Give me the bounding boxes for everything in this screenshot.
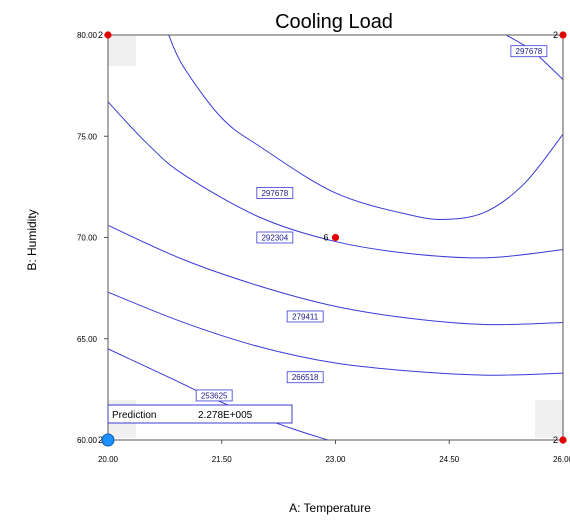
contour-label-box xyxy=(195,389,233,402)
prediction-flag-marker xyxy=(101,433,115,447)
x-tick-label: 23.00 xyxy=(325,455,346,464)
y-tick-label: 70.00 xyxy=(77,234,98,243)
contour-label-box xyxy=(256,187,294,199)
x-ticks: 20.00 21.50 23.00 24.50 26.00 xyxy=(98,440,570,464)
contour-label-box xyxy=(256,231,294,244)
contour-line-266518 xyxy=(107,291,564,376)
contour-label: 292304 xyxy=(261,234,288,243)
y-ticks: 60.00 65.00 70.00 75.00 80.00 xyxy=(77,31,108,445)
y-tick-label: 80.00 xyxy=(77,31,98,40)
contour-label: 297678 xyxy=(261,189,288,198)
contour-lines xyxy=(107,34,564,441)
corner-shade-bottom-right xyxy=(535,400,563,438)
contour-label: 253625 xyxy=(201,391,228,400)
design-point-label: 2 xyxy=(98,30,103,40)
y-tick-label: 60.00 xyxy=(77,436,98,445)
contour-label: 297678 xyxy=(516,47,543,56)
prediction-label: Prediction xyxy=(112,410,156,421)
design-points: 2 2 6 2 2 xyxy=(98,30,567,447)
prediction-value: 2.278E+005 xyxy=(198,410,253,421)
y-tick-label: 75.00 xyxy=(77,132,98,141)
prediction-box-frame xyxy=(107,404,293,424)
contour-labels: 253625 266518 279411 292304 297678 297678 xyxy=(195,45,548,402)
x-tick-label: 21.50 xyxy=(212,455,233,464)
contour-line-297678 xyxy=(505,34,564,80)
contour-line-279411 xyxy=(107,224,564,326)
y-axis-label: B: Humidity xyxy=(25,209,39,270)
x-axis-label: A: Temperature xyxy=(289,501,371,515)
design-point-label: 2 xyxy=(553,30,558,40)
design-point-label: 2 xyxy=(553,435,558,445)
contour-label: 266518 xyxy=(292,373,319,382)
contour-label: 279411 xyxy=(292,312,319,321)
contour-line-297678 xyxy=(168,34,564,221)
chart-title: Cooling Load xyxy=(275,11,393,33)
y-tick-label: 65.00 xyxy=(77,335,98,344)
prediction-box: Prediction 2.278E+005 xyxy=(107,404,293,424)
design-point xyxy=(104,31,112,39)
design-point xyxy=(559,436,567,444)
design-point-label: 6 xyxy=(323,233,328,243)
contour-line-292304 xyxy=(107,101,564,259)
design-point xyxy=(559,31,567,39)
contour-label-box xyxy=(286,310,324,323)
contour-label-box xyxy=(510,45,548,58)
x-tick-label: 24.50 xyxy=(439,455,460,464)
x-tick-label: 26.00 xyxy=(553,455,570,464)
design-point xyxy=(331,233,340,242)
corner-shade-top-left xyxy=(108,36,136,66)
contour-label-box xyxy=(286,371,324,384)
design-point-label: 2 xyxy=(98,435,103,445)
x-tick-label: 20.00 xyxy=(98,455,119,464)
